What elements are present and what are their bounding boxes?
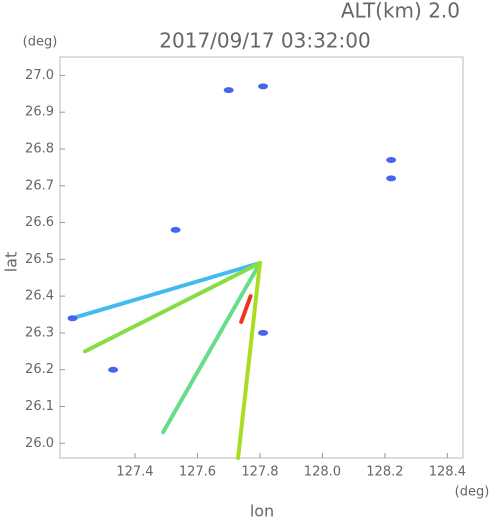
echo-cell xyxy=(258,83,269,90)
x-tick-label: 127.6 xyxy=(179,465,216,480)
y-tick-label: 26.4 xyxy=(25,289,54,304)
y-tick-label: 27.0 xyxy=(25,68,54,83)
echo-cell xyxy=(258,329,269,336)
x-tick-label: 127.4 xyxy=(116,465,153,480)
echo-beam xyxy=(82,261,262,354)
y-tick-label: 26.2 xyxy=(25,362,54,377)
echo-cell xyxy=(170,226,181,233)
x-tick-label: 128.0 xyxy=(304,465,341,480)
y-tick-label: 26.8 xyxy=(25,141,54,156)
y-tick-label: 26.6 xyxy=(25,215,54,230)
echo-cell xyxy=(108,366,119,373)
echo-cell xyxy=(223,87,234,94)
y-tick-label: 26.3 xyxy=(25,325,54,340)
y-tick-label: 26.0 xyxy=(25,436,54,451)
y-tick-label: 26.1 xyxy=(25,399,54,414)
echo-beam xyxy=(161,261,262,435)
echo-cell xyxy=(386,175,397,182)
x-tick-label: 128.2 xyxy=(366,465,403,480)
x-unit: (deg) xyxy=(455,485,490,500)
y-tick-label: 26.7 xyxy=(25,178,54,193)
y-label: lat xyxy=(2,252,21,273)
y-unit: (deg) xyxy=(23,35,58,50)
x-tick-label: 127.8 xyxy=(241,465,278,480)
y-tick-label: 26.9 xyxy=(25,105,54,120)
altitude: ALT(km) 2.0 xyxy=(341,0,460,23)
x-label: lon xyxy=(250,502,274,521)
chart-title: 2017/09/17 03:32:00 xyxy=(159,29,370,53)
echo-cell xyxy=(386,157,397,164)
echo-beam xyxy=(236,261,262,460)
echo-beam xyxy=(239,294,253,324)
echo-beam xyxy=(70,261,262,321)
echo-cell xyxy=(67,315,78,322)
x-tick-label: 128.4 xyxy=(429,465,466,480)
y-tick-label: 26.5 xyxy=(25,252,54,267)
plot-frame xyxy=(59,56,464,459)
